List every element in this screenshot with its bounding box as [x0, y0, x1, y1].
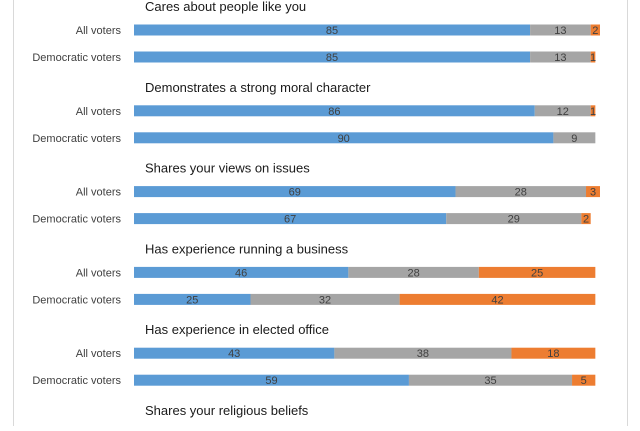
bar-segment-series-3 [572, 374, 596, 386]
bar-segment-series-1 [134, 293, 251, 305]
data-label: 3 [590, 187, 596, 199]
data-label: 2 [592, 25, 598, 37]
data-label: 5 [581, 375, 587, 387]
bar-segment-series-2 [530, 24, 591, 36]
row-label: Democratic voters [32, 214, 121, 226]
data-label: 38 [417, 348, 429, 360]
bar-segment-series-2 [446, 213, 582, 225]
data-label: 90 [338, 133, 350, 145]
row-label: All voters [76, 106, 122, 118]
row-label: All voters [76, 187, 122, 199]
bar-segment-series-3 [590, 51, 596, 63]
group-title-2: Demonstrates a strong moral character [145, 80, 371, 95]
data-label: 25 [531, 267, 543, 279]
group-title-4: Has experience running a business [145, 241, 349, 256]
bar-segment-series-3 [590, 105, 596, 117]
group-title-1: Cares about people like you [145, 0, 306, 14]
chart-frame-right [627, 0, 628, 426]
bar-segment-series-2 [408, 374, 573, 386]
bar-segment-series-3 [581, 213, 591, 225]
data-label: 85 [326, 52, 338, 64]
row-label: Democratic voters [32, 133, 121, 145]
data-label: 13 [554, 25, 566, 37]
bar-segment-series-3 [590, 24, 600, 36]
data-label: 28 [407, 267, 419, 279]
group-title-6: Shares your religious beliefs [145, 403, 309, 418]
data-label: 18 [547, 348, 559, 360]
data-label: 32 [319, 294, 331, 306]
data-label: 46 [235, 267, 247, 279]
data-label: 9 [571, 133, 577, 145]
data-label: 86 [328, 106, 340, 118]
bar-segment-series-1 [134, 186, 456, 198]
data-label: 85 [326, 25, 338, 37]
bar-segment-series-1 [134, 374, 409, 386]
bar-segment-series-1 [134, 105, 535, 117]
data-label: 1 [590, 106, 596, 118]
data-label: 69 [289, 187, 301, 199]
bar-segment-series-2 [455, 186, 587, 198]
data-label: 42 [491, 294, 503, 306]
bar-segment-series-2 [334, 347, 512, 359]
data-label: 67 [284, 214, 296, 226]
bar-segment-series-1 [134, 213, 447, 225]
bar-segment-series-3 [399, 293, 596, 305]
bar-segment-series-2 [534, 105, 591, 117]
data-label: 35 [484, 375, 496, 387]
data-label: 2 [583, 214, 589, 226]
group-title-5: Has experience in elected office [145, 322, 329, 337]
bar-segment-series-1 [134, 347, 335, 359]
data-label: 28 [515, 187, 527, 199]
bar-segment-series-1 [134, 51, 531, 63]
row-label: Democratic voters [32, 294, 121, 306]
row-label: Democratic voters [32, 52, 121, 64]
bar-segment-series-2 [530, 51, 591, 63]
bar-segment-series-1 [134, 266, 349, 278]
group-title-3: Shares your views on issues [145, 161, 310, 176]
row-label: All voters [76, 267, 122, 279]
data-label: 59 [265, 375, 277, 387]
bar-segment-series-3 [478, 266, 596, 278]
row-label: All voters [76, 25, 122, 37]
bar-segment-series-3 [586, 186, 600, 198]
data-label: 43 [228, 348, 240, 360]
row-label: Democratic voters [32, 375, 121, 387]
chart-frame-left [13, 0, 14, 426]
bar-segment-series-2 [250, 293, 400, 305]
data-label: 13 [554, 52, 566, 64]
bar-segment-series-1 [134, 24, 531, 36]
data-label: 29 [508, 214, 520, 226]
bar-segment-series-1 [134, 132, 554, 144]
data-label: 25 [186, 294, 198, 306]
bar-segment-series-2 [348, 266, 479, 278]
data-label: 12 [557, 106, 569, 118]
bar-segment-series-2 [553, 132, 596, 144]
bar-segment-series-3 [511, 347, 596, 359]
row-label: All voters [76, 348, 122, 360]
data-label: 1 [590, 52, 596, 64]
